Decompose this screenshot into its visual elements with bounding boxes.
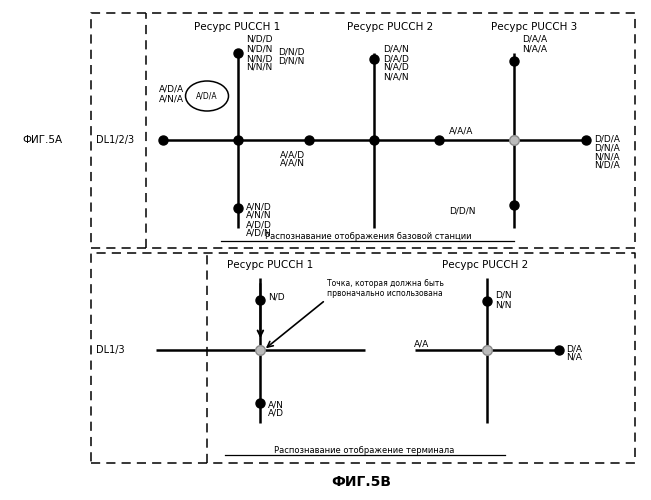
Text: A/D: A/D	[268, 409, 284, 418]
Text: Ресурс PUCCH 1: Ресурс PUCCH 1	[195, 22, 281, 32]
Text: D/A: D/A	[566, 344, 583, 353]
Text: Ресурс PUCCH 2: Ресурс PUCCH 2	[442, 260, 528, 270]
Text: Распознавание отображение терминала: Распознавание отображение терминала	[274, 446, 455, 455]
Text: Точка, которая должна быть
првоначально использована: Точка, которая должна быть првоначально …	[327, 279, 444, 298]
Text: N/D/D: N/D/D	[246, 35, 273, 44]
Text: A/A/N: A/A/N	[280, 159, 305, 168]
Text: Распознавание отображения базовой станции: Распознавание отображения базовой станци…	[264, 232, 471, 241]
Text: ФИГ.5А: ФИГ.5А	[22, 135, 62, 145]
Text: A/N: A/N	[268, 400, 284, 409]
Text: DL1/3: DL1/3	[96, 345, 125, 355]
Text: N/A/D: N/A/D	[383, 63, 409, 72]
Text: DL1/2/3: DL1/2/3	[96, 135, 135, 145]
Text: D/D/N: D/D/N	[449, 207, 476, 216]
Text: D/A/N: D/A/N	[383, 45, 409, 54]
Text: A/A/D: A/A/D	[279, 150, 305, 159]
Text: A/D/A: A/D/A	[158, 84, 184, 94]
Text: N/N/N: N/N/N	[246, 63, 272, 72]
Text: A/D/A: A/D/A	[196, 92, 218, 100]
Text: D/D/A: D/D/A	[594, 135, 620, 144]
Text: D/A/A: D/A/A	[522, 35, 547, 44]
Text: N/N/D: N/N/D	[246, 54, 273, 63]
Text: N/D/A: N/D/A	[594, 160, 620, 170]
Text: Ресурс PUCCH 3: Ресурс PUCCH 3	[491, 22, 577, 32]
Text: N/N/A: N/N/A	[594, 152, 619, 161]
Text: A/D/N: A/D/N	[246, 229, 272, 238]
Text: Ресурс PUCCH 1: Ресурс PUCCH 1	[227, 260, 313, 270]
Text: D/N: D/N	[495, 291, 512, 300]
Text: N/A: N/A	[566, 353, 582, 362]
Text: A/N/D: A/N/D	[246, 202, 272, 211]
Text: N/D: N/D	[268, 292, 285, 302]
Text: N/D/N: N/D/N	[246, 45, 273, 54]
Text: N/A/A: N/A/A	[522, 44, 547, 53]
Text: ФИГ.5В: ФИГ.5В	[331, 475, 391, 489]
Text: D/N/A: D/N/A	[594, 144, 620, 152]
Text: D/A/D: D/A/D	[383, 54, 409, 63]
Text: N/N: N/N	[495, 300, 511, 309]
Text: A/N/A: A/N/A	[159, 94, 184, 104]
Text: A/A/A: A/A/A	[449, 126, 473, 135]
Text: D/N/D: D/N/D	[278, 48, 305, 56]
Text: N/A/N: N/A/N	[383, 72, 408, 81]
Text: D/N/N: D/N/N	[278, 57, 305, 66]
Text: Ресурс PUCCH 2: Ресурс PUCCH 2	[348, 22, 434, 32]
Text: A/A: A/A	[414, 340, 429, 348]
Text: A/N/N: A/N/N	[246, 211, 271, 220]
Text: A/D/D: A/D/D	[246, 220, 272, 229]
